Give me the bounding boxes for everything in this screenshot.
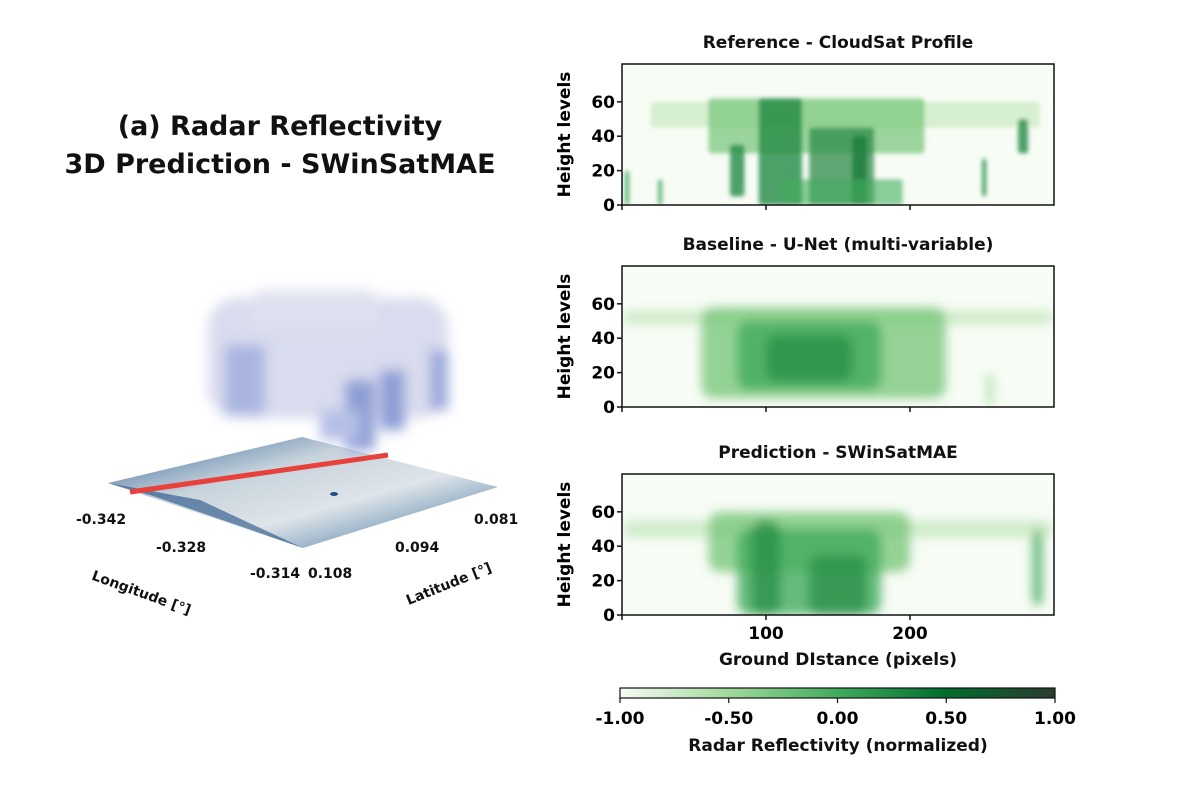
lat-tick-2: 0.094	[395, 540, 440, 556]
lon-tick-3: -0.314	[250, 566, 301, 582]
reflectivity-cell	[780, 179, 903, 205]
cloud-volume	[208, 290, 448, 450]
reflectivity-cell	[982, 158, 987, 197]
reflectivity-cell	[1018, 119, 1029, 154]
colorbar-tick-label: 1.00	[1034, 709, 1076, 729]
lon-tick-2: -0.328	[156, 540, 207, 556]
y-tick-label: 60	[591, 295, 615, 315]
y-tick-label: 40	[591, 127, 615, 147]
heatmap-cells	[622, 511, 1054, 615]
reflectivity-cell	[809, 554, 867, 615]
reflectivity-cell	[624, 170, 630, 205]
reflectivity-cell	[766, 334, 853, 382]
y-tick-label: 0	[603, 196, 615, 216]
reflectivity-cell	[986, 372, 994, 407]
y-tick-label: 0	[603, 606, 615, 626]
heatmap-cells	[622, 307, 1054, 407]
lon-tick-1: -0.342	[76, 512, 127, 528]
y-axis-label: Height levels	[555, 482, 575, 608]
reflectivity-cell	[758, 98, 802, 205]
view-3d	[108, 290, 498, 548]
y-axis-label: Height levels	[555, 72, 575, 198]
x-axis-label: Ground DIstance (pixels)	[718, 650, 958, 670]
figure-title-line1: (a) Radar Reflectivity	[117, 111, 443, 142]
heatmap-cells	[624, 98, 1040, 205]
panel-title-baseline: Baseline - U-Net (multi-variable)	[682, 235, 994, 255]
heatmap-blobs	[622, 511, 1054, 615]
lat-tick-3: 0.081	[474, 512, 519, 528]
plot-frame	[621, 265, 1055, 408]
heatmap-0: 0 20 40 60 Height levels	[555, 63, 1055, 216]
storm-eye	[330, 492, 338, 496]
colorbar-bar	[619, 687, 1056, 699]
reflectivity-cell	[730, 144, 745, 197]
colorbar-tick-label: -0.50	[704, 709, 753, 729]
y-tick-label: 20	[591, 572, 615, 592]
y-tick-label: 60	[591, 503, 615, 523]
x-tick-label: 100	[748, 624, 784, 644]
reflectivity-cell	[658, 179, 663, 205]
y-tick-label: 40	[591, 329, 615, 349]
x-tick-label: 200	[892, 624, 928, 644]
cloudsat-track	[129, 452, 389, 495]
y-tick-label: 20	[591, 162, 615, 182]
colorbar-label: Radar Reflectivity (normalized)	[688, 736, 988, 756]
heatmap-blobs	[624, 98, 1040, 205]
panel-title-reference: Reference - CloudSat Profile	[702, 33, 974, 53]
colorbar-tick-label: -1.00	[596, 709, 645, 729]
heatmap-blobs	[622, 307, 1054, 407]
plot-frame	[621, 473, 1055, 616]
lat-tick-1: 0.108	[308, 566, 353, 582]
colorbar-tick-label: 0.00	[817, 709, 859, 729]
plot-frame	[621, 63, 1055, 206]
colorbar: -1.00 -0.50 0.00 0.50 1.00	[596, 687, 1076, 729]
satellite-surface	[108, 437, 498, 548]
y-axis-label: Height levels	[555, 274, 575, 400]
y-tick-label: 60	[591, 93, 615, 113]
y-tick-label: 20	[591, 364, 615, 384]
heatmap-2: 0 20 40 60 100 200 Height levels	[555, 473, 1055, 644]
figure-title-line2: 3D Prediction - SWinSatMAE	[64, 149, 496, 180]
reflectivity-cell	[751, 520, 781, 615]
y-tick-label: 40	[591, 537, 615, 557]
colorbar-tick-label: 0.50	[925, 709, 967, 729]
heatmap-1: 0 20 40 60 Height levels	[555, 265, 1055, 418]
panel-title-prediction: Prediction - SWinSatMAE	[718, 443, 958, 463]
y-tick-label: 0	[603, 398, 615, 418]
reflectivity-cell	[1032, 529, 1043, 607]
